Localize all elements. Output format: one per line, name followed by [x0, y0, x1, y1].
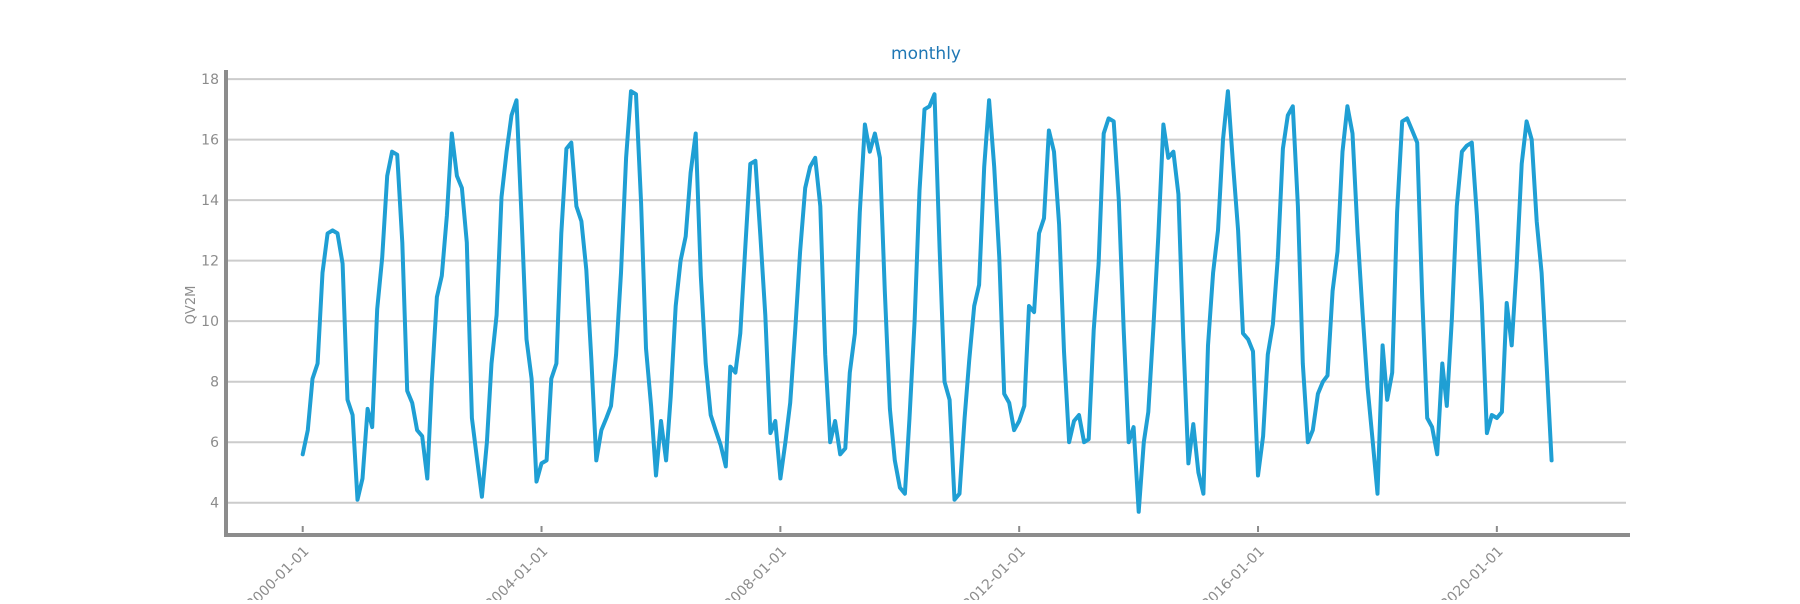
series-line: [300, 89, 1554, 514]
y-axis-label: QV2M: [184, 286, 199, 325]
x-ticks: 2000-01-01 2004-01-01 2008-01-01 2012-01-01…: [244, 526, 1507, 604]
y-tick-label: 12: [201, 254, 219, 270]
y-tick-label: 16: [201, 133, 219, 149]
y-tick-label: 4: [210, 496, 219, 512]
x-tick-label: 2008-01-01: [721, 544, 790, 600]
series: [300, 89, 1554, 514]
y-ticks: 4 6 8 10 12 14 16 18: [201, 72, 219, 512]
x-tick-label: 2004-01-01: [483, 544, 552, 600]
x-tick-label: 2000-01-01: [244, 544, 313, 600]
x-tick-label: 2020-01-01: [1438, 544, 1507, 600]
chart-title: monthly: [891, 44, 961, 64]
y-tick-label: 10: [201, 314, 219, 330]
y-tick-label: 6: [210, 435, 219, 451]
y-tick-label: 18: [201, 72, 219, 88]
x-tick-label: 2016-01-01: [1199, 544, 1268, 600]
x-tick-label: 2012-01-01: [960, 544, 1029, 600]
y-tick-label: 8: [210, 375, 219, 391]
y-tick-label: 14: [201, 193, 219, 209]
axes: [224, 70, 1630, 537]
